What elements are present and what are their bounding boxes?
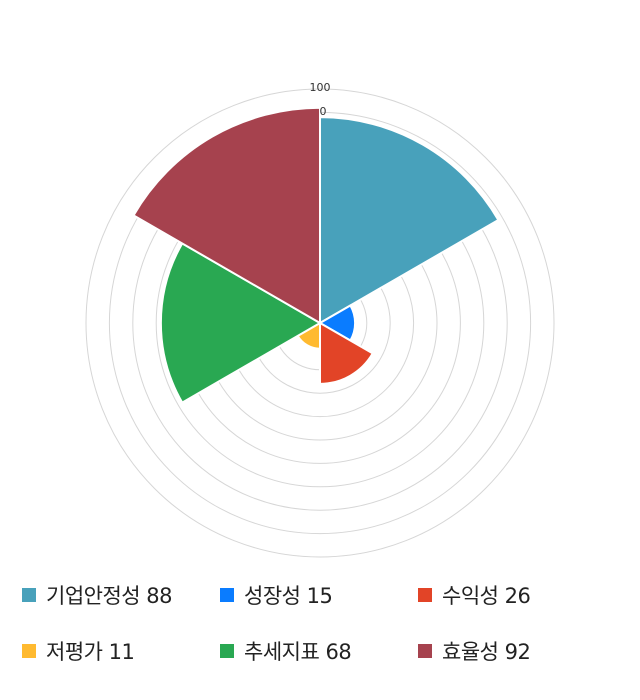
legend-swatch [22, 644, 36, 658]
sector-0[interactable] [319, 116, 500, 325]
legend-label: 추세지표 68 [244, 640, 352, 664]
legend-item[interactable]: 수익성 26 [418, 580, 531, 610]
tick-label-min: 0 [320, 105, 327, 118]
legend-item[interactable]: 효율성 92 [418, 636, 531, 666]
sector-4[interactable] [159, 242, 323, 404]
grid-ring [85, 88, 555, 558]
legend-label: 효율성 92 [442, 640, 531, 664]
tick-label-max: 100 [310, 81, 331, 94]
legend-item[interactable]: 기업안정성 88 [22, 580, 173, 610]
legend-swatch [418, 644, 432, 658]
legend-item[interactable]: 저평가 11 [22, 636, 135, 666]
legend-swatch [220, 588, 234, 602]
legend-swatch [22, 588, 36, 602]
legend-label: 수익성 26 [442, 584, 531, 608]
legend-item[interactable]: 성장성 15 [220, 580, 333, 610]
legend-swatch [220, 644, 234, 658]
legend-item[interactable]: 추세지표 68 [220, 636, 352, 666]
legend-label: 성장성 15 [244, 584, 333, 608]
sector-5[interactable] [132, 106, 321, 325]
polar-area-chart: 100 0 [85, 81, 555, 558]
legend-swatch [418, 588, 432, 602]
sector-2[interactable] [319, 321, 375, 385]
legend-label: 저평가 11 [46, 640, 135, 664]
legend-label: 기업안정성 88 [46, 584, 173, 608]
